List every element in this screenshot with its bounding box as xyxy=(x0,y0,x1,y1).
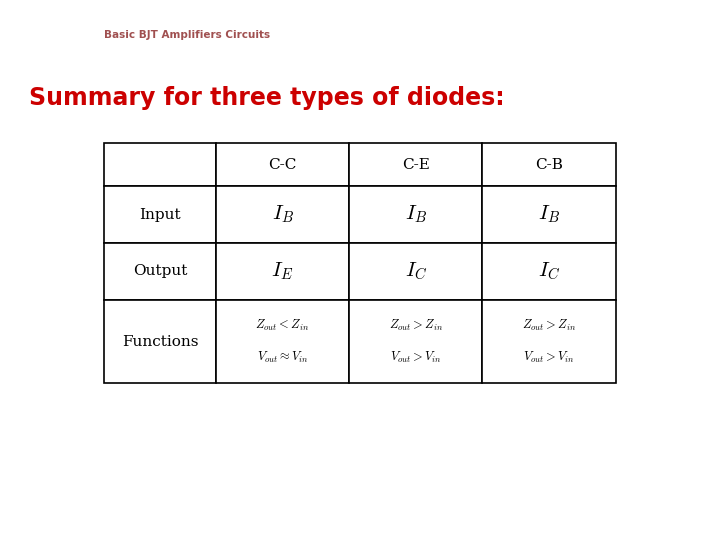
Bar xyxy=(216,300,349,383)
Bar xyxy=(216,186,349,243)
Bar xyxy=(482,186,616,243)
Text: $\mathit{I}_B$: $\mathit{I}_B$ xyxy=(271,204,294,225)
Text: $\mathit{I}_C$: $\mathit{I}_C$ xyxy=(538,261,560,282)
Bar xyxy=(104,243,216,300)
Text: $V_{out} > V_{in}$: $V_{out} > V_{in}$ xyxy=(390,350,442,365)
Bar xyxy=(349,186,482,243)
Text: $\mathit{I}_B$: $\mathit{I}_B$ xyxy=(538,204,560,225)
Text: C-E: C-E xyxy=(402,158,430,172)
Text: $V_{out} \approx V_{in}$: $V_{out} \approx V_{in}$ xyxy=(256,350,309,365)
Bar xyxy=(482,243,616,300)
Text: $Z_{out} > Z_{in}$: $Z_{out} > Z_{in}$ xyxy=(522,318,576,333)
Bar xyxy=(104,300,216,383)
Text: $\mathit{I}_E$: $\mathit{I}_E$ xyxy=(271,261,294,282)
Text: $V_{out} > V_{in}$: $V_{out} > V_{in}$ xyxy=(523,350,575,365)
Bar xyxy=(482,143,616,186)
Text: $Z_{out} > Z_{in}$: $Z_{out} > Z_{in}$ xyxy=(389,318,443,333)
Text: $Z_{out} < Z_{in}$: $Z_{out} < Z_{in}$ xyxy=(256,318,310,333)
Bar xyxy=(349,143,482,186)
Text: C-B: C-B xyxy=(535,158,563,172)
Bar xyxy=(104,143,216,186)
Bar xyxy=(349,300,482,383)
Text: Input: Input xyxy=(140,208,181,221)
Bar xyxy=(216,143,349,186)
Text: C-C: C-C xyxy=(269,158,297,172)
Text: $\mathit{I}_B$: $\mathit{I}_B$ xyxy=(405,204,427,225)
Bar xyxy=(482,300,616,383)
Text: Functions: Functions xyxy=(122,335,199,348)
Text: Summary for three types of diodes:: Summary for three types of diodes: xyxy=(29,86,505,110)
Text: Output: Output xyxy=(133,265,187,278)
Text: Basic BJT Amplifiers Circuits: Basic BJT Amplifiers Circuits xyxy=(104,30,271,40)
Bar xyxy=(349,243,482,300)
Bar xyxy=(104,186,216,243)
Bar xyxy=(216,243,349,300)
Text: $\mathit{I}_C$: $\mathit{I}_C$ xyxy=(405,261,427,282)
